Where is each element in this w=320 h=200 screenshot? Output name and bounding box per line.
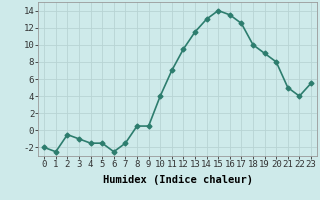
X-axis label: Humidex (Indice chaleur): Humidex (Indice chaleur) [103,175,252,185]
